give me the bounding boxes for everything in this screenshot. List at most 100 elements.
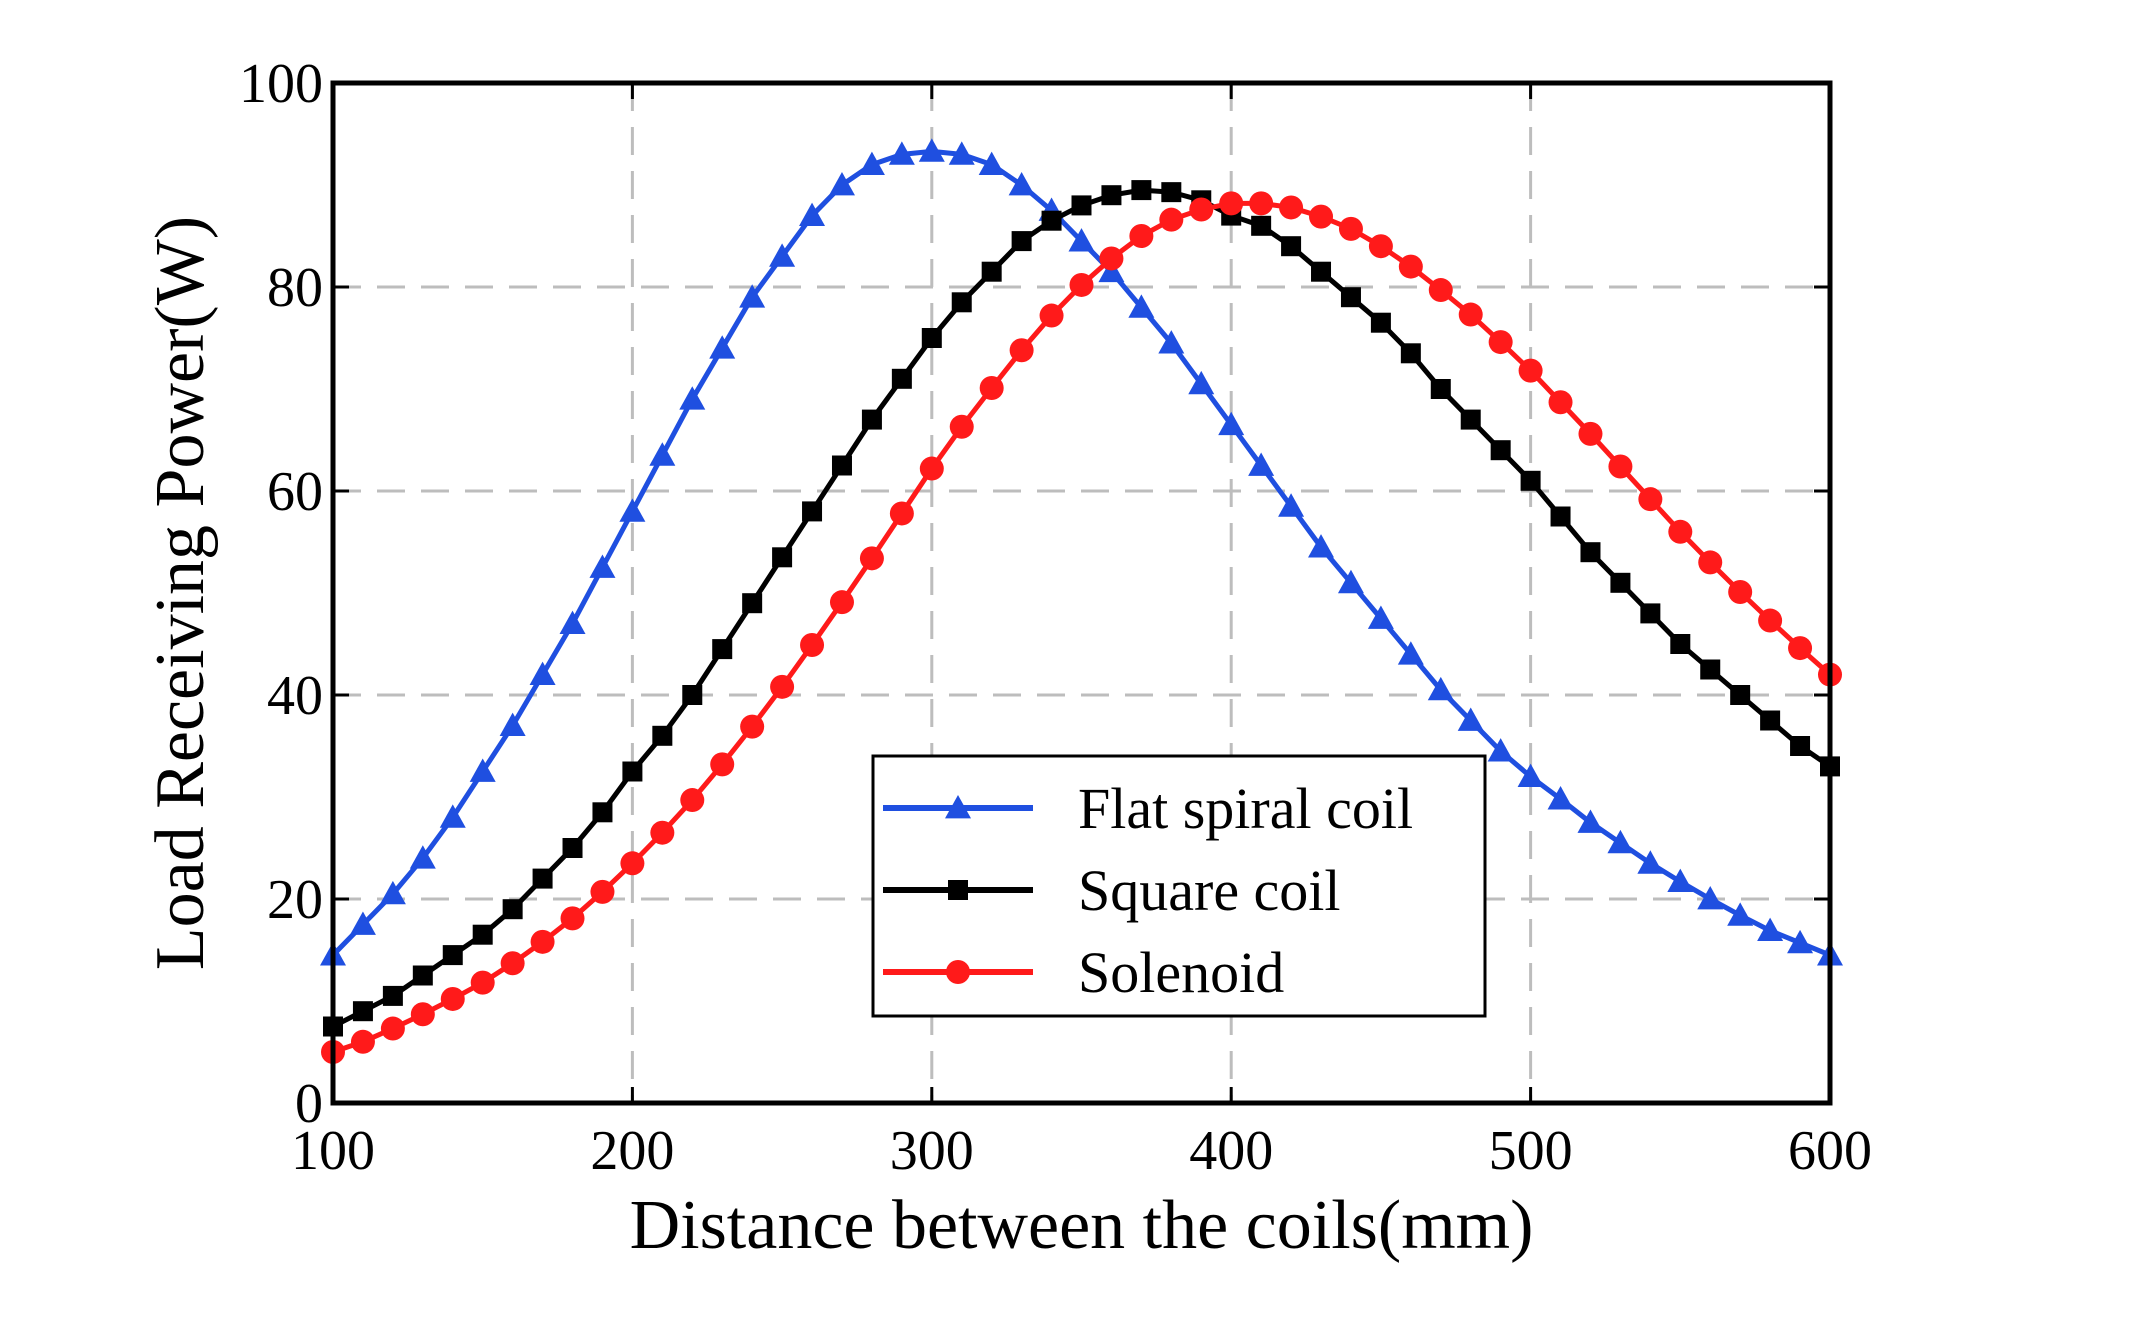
data-point: [349, 911, 376, 935]
data-point: [680, 788, 705, 813]
data-point: [1788, 636, 1813, 661]
data-point: [560, 906, 585, 931]
data-point: [712, 639, 733, 660]
data-point: [710, 752, 735, 777]
data-point: [1517, 763, 1544, 787]
data-point: [1578, 421, 1603, 446]
series-square-coil: [323, 180, 1840, 1037]
data-point: [1550, 506, 1571, 527]
data-point: [1159, 207, 1184, 232]
data-point: [1760, 710, 1781, 731]
y-tick-label: 40: [267, 665, 323, 727]
data-point: [1670, 634, 1691, 654]
data-point: [1787, 929, 1814, 954]
data-point: [1730, 685, 1751, 705]
data-point: [1281, 236, 1302, 257]
data-point: [1700, 659, 1721, 680]
tick-labels: 100 200 300 400 500 600 0 20 40 60 80 100: [239, 53, 1872, 1182]
data-point: [1490, 440, 1511, 461]
x-tick-label: 400: [1189, 1120, 1273, 1182]
data-point: [649, 442, 676, 466]
data-point: [409, 845, 436, 869]
data-point: [562, 838, 583, 858]
data-point: [410, 1002, 435, 1027]
data-point: [1458, 302, 1483, 327]
data-point: [1370, 312, 1391, 333]
data-point: [1610, 572, 1631, 593]
legend-entry: Square coil: [883, 858, 1341, 923]
data-point: [889, 501, 914, 526]
y-tick-label: 60: [267, 461, 323, 523]
data-point: [1368, 234, 1393, 259]
data-point: [1071, 195, 1092, 216]
data-point: [559, 610, 586, 634]
y-tick-label: 0: [295, 1073, 323, 1135]
data-point: [888, 141, 915, 165]
legend-entry: Flat spiral coil: [883, 776, 1413, 841]
data-point: [859, 546, 884, 571]
data-point: [709, 335, 736, 359]
data-point: [1577, 809, 1604, 833]
data-point: [1248, 452, 1275, 476]
data-point: [1457, 707, 1484, 731]
data-point: [1129, 224, 1154, 248]
legend-marker: [948, 880, 968, 900]
data-point: [469, 758, 496, 782]
data-point: [1008, 172, 1035, 196]
data-point: [472, 924, 493, 945]
data-point: [861, 409, 882, 430]
x-tick-label: 100: [291, 1120, 375, 1182]
data-point: [1728, 579, 1753, 604]
data-point: [1460, 409, 1481, 430]
data-point: [1397, 641, 1424, 665]
series-flat-spiral-coil: [320, 138, 1843, 966]
data-point: [948, 141, 975, 165]
plot-frame: [330, 80, 1833, 1106]
data-point: [921, 328, 942, 348]
data-point: [800, 633, 825, 658]
data-point: [742, 593, 763, 614]
data-point: [442, 945, 463, 966]
data-point: [382, 985, 403, 1006]
data-point: [981, 261, 1002, 282]
data-point: [499, 712, 526, 736]
x-axis-label: Distance between the coils(mm): [630, 1187, 1534, 1264]
legend-label: Flat spiral coil: [1078, 776, 1413, 841]
data-point: [440, 986, 465, 1011]
data-point: [951, 292, 972, 313]
data-point: [1520, 470, 1541, 491]
data-point: [1640, 603, 1661, 624]
data-point: [799, 202, 826, 226]
data-point: [1667, 868, 1694, 893]
data-point: [1279, 195, 1304, 220]
legend-marker: [946, 960, 970, 984]
data-point: [919, 456, 944, 481]
data-point: [1011, 231, 1032, 252]
data-point: [1251, 215, 1272, 236]
data-point: [682, 685, 703, 705]
data-point: [802, 501, 823, 522]
data-point: [379, 880, 406, 905]
data-point: [1758, 608, 1783, 633]
data-point: [352, 1001, 373, 1022]
data-point: [500, 951, 525, 976]
legend-label: Square coil: [1078, 858, 1341, 923]
data-point: [918, 138, 945, 162]
data-point: [1219, 191, 1244, 216]
x-tick-label: 200: [590, 1120, 674, 1182]
data-point: [1308, 534, 1335, 558]
data-point: [1428, 278, 1453, 303]
data-point: [470, 970, 495, 995]
data-point: [1101, 185, 1122, 206]
data-point: [1727, 902, 1754, 926]
data-point: [1189, 197, 1214, 222]
data-point: [1638, 487, 1663, 512]
data-point: [350, 1029, 375, 1054]
y-tick-label: 20: [267, 869, 323, 931]
legend-entry: Solenoid: [883, 940, 1284, 1005]
data-point: [1668, 519, 1693, 544]
data-point: [1311, 261, 1332, 282]
data-point: [858, 151, 885, 175]
data-point: [1518, 358, 1543, 383]
